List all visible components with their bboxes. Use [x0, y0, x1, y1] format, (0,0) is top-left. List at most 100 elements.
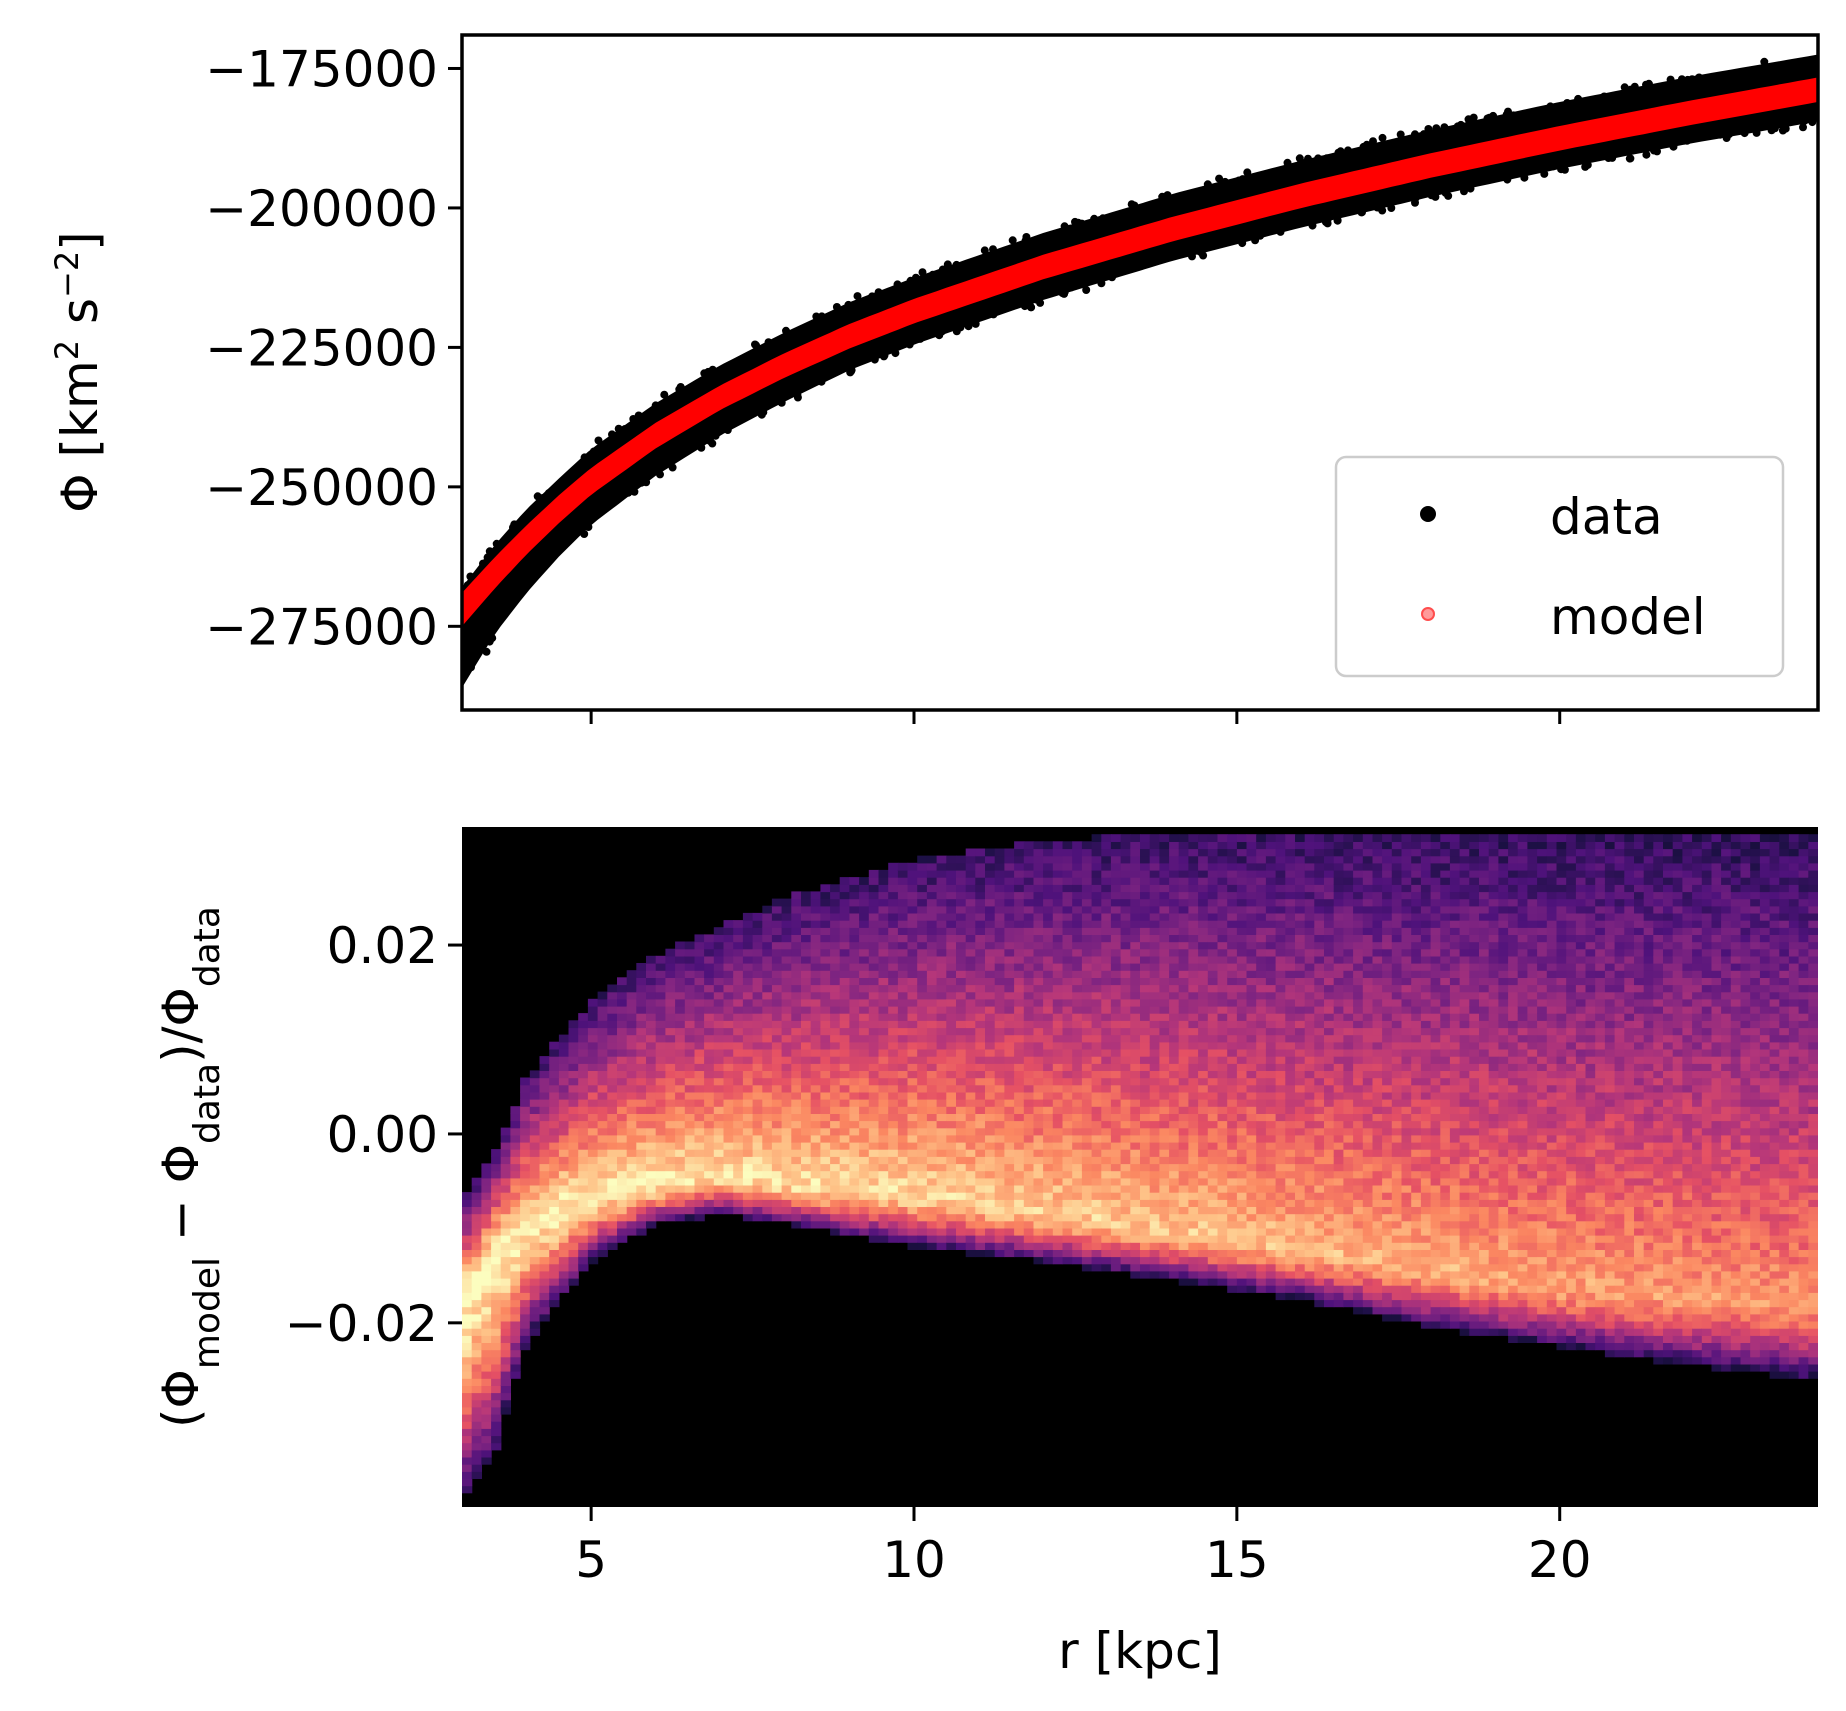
heatmap-cell — [965, 1163, 976, 1172]
heatmap-cell — [1188, 1041, 1199, 1050]
heatmap-cell — [1295, 1213, 1306, 1222]
heatmap-cell — [1159, 1199, 1170, 1207]
data-point — [1432, 124, 1441, 133]
heatmap-cell — [1101, 927, 1112, 935]
heatmap-cell — [1004, 1249, 1015, 1258]
heatmap-cell — [985, 963, 996, 971]
heatmap-cell — [1314, 855, 1325, 864]
heatmap-cell — [830, 1149, 841, 1157]
heatmap-cell — [975, 884, 986, 893]
heatmap-cell — [597, 1149, 608, 1157]
heatmap-cell — [771, 991, 783, 1000]
heatmap-cell — [1072, 963, 1083, 971]
heatmap-cell — [1081, 884, 1093, 893]
heatmap-cell — [1120, 1091, 1131, 1100]
heatmap-cell — [946, 927, 957, 935]
heatmap-cell — [462, 1256, 473, 1265]
heatmap-cell — [665, 991, 676, 1000]
heatmap-cell — [820, 1056, 831, 1064]
heatmap-cell — [1130, 1048, 1141, 1057]
heatmap-cell — [1246, 998, 1257, 1007]
heatmap-cell — [897, 1177, 909, 1186]
heatmap-cell — [1285, 834, 1296, 842]
heatmap-cell — [888, 934, 899, 943]
heatmap-cell — [868, 927, 880, 935]
heatmap-cell — [1256, 848, 1267, 857]
heatmap-cell — [1101, 1106, 1112, 1114]
heatmap-cell — [587, 1063, 599, 1071]
heatmap-cell — [1188, 1127, 1199, 1136]
heatmap-cell — [1275, 1034, 1286, 1043]
heatmap-cell — [549, 1299, 560, 1308]
heatmap-cell — [549, 1256, 560, 1265]
heatmap-cell — [839, 1127, 850, 1136]
heatmap-cell — [781, 1005, 792, 1014]
heatmap-cell — [636, 963, 647, 971]
heatmap-cell — [1295, 1084, 1306, 1093]
heatmap-cell — [907, 877, 918, 885]
heatmap-cell — [791, 1077, 802, 1086]
heatmap-cell — [985, 1099, 996, 1107]
heatmap-cell — [975, 1070, 986, 1079]
heatmap-cell — [888, 1013, 899, 1021]
heatmap-cell — [1023, 1170, 1035, 1179]
heatmap-cell — [539, 1285, 550, 1293]
heatmap-cell — [1014, 1063, 1025, 1071]
heatmap-cell — [946, 1242, 957, 1250]
heatmap-cell — [975, 1113, 986, 1122]
heatmap-cell — [617, 1163, 628, 1172]
heatmap-cell — [1343, 1263, 1354, 1272]
heatmap-cell — [520, 1184, 531, 1193]
heatmap-cell — [868, 1156, 880, 1165]
heatmap-cell — [1101, 1206, 1112, 1215]
heatmap-cell — [646, 1041, 657, 1050]
heatmap-cell — [859, 991, 870, 1000]
heatmap-cell — [839, 1134, 850, 1143]
heatmap-cell — [636, 1041, 647, 1050]
heatmap-cell — [1091, 984, 1102, 993]
heatmap-cell — [956, 970, 967, 978]
heatmap-cell — [752, 1192, 763, 1200]
heatmap-cell — [558, 1277, 570, 1286]
heatmap-cell — [762, 1077, 773, 1086]
heatmap-cell — [529, 1328, 541, 1336]
heatmap-cell — [568, 1192, 579, 1200]
heatmap-cell — [558, 1041, 570, 1050]
heatmap-cell — [500, 1206, 511, 1215]
heatmap-cell — [1314, 920, 1325, 928]
heatmap-cell — [859, 1163, 870, 1172]
heatmap-cell — [956, 1070, 967, 1079]
heatmap-cell — [859, 1106, 870, 1114]
heatmap-cell — [1217, 1192, 1228, 1200]
heatmap-cell — [1120, 905, 1131, 914]
heatmap-cell — [1217, 862, 1228, 871]
heatmap-cell — [1265, 841, 1277, 850]
heatmap-cell — [1178, 1192, 1189, 1200]
heatmap-cell — [742, 1077, 754, 1086]
heatmap-cell — [500, 1127, 511, 1136]
heatmap-cell — [1236, 1005, 1248, 1014]
heatmap-cell — [1198, 912, 1209, 921]
heatmap-cell — [1120, 1177, 1131, 1186]
heatmap-cell — [1236, 834, 1248, 842]
heatmap-cell — [946, 1134, 957, 1143]
heatmap-cell — [1159, 1127, 1170, 1136]
heatmap-cell — [1188, 977, 1199, 986]
heatmap-cell — [636, 1120, 647, 1129]
data-point — [479, 559, 487, 568]
heatmap-cell — [694, 1056, 705, 1064]
heatmap-cell — [1285, 891, 1296, 900]
heatmap-cell — [1246, 1285, 1257, 1293]
heatmap-cell — [578, 1034, 589, 1043]
heatmap-cell — [1004, 1177, 1015, 1186]
heatmap-cell — [781, 1170, 792, 1179]
heatmap-cell — [1198, 905, 1209, 914]
heatmap-cell — [462, 1328, 473, 1336]
heatmap-cell — [946, 1063, 957, 1071]
heatmap-cell — [1275, 1277, 1286, 1286]
heatmap-cell — [1043, 912, 1054, 921]
heatmap-cell — [587, 1034, 599, 1043]
heatmap-cell — [1333, 1213, 1344, 1222]
heatmap-cell — [462, 1220, 473, 1229]
heatmap-cell — [849, 941, 860, 950]
